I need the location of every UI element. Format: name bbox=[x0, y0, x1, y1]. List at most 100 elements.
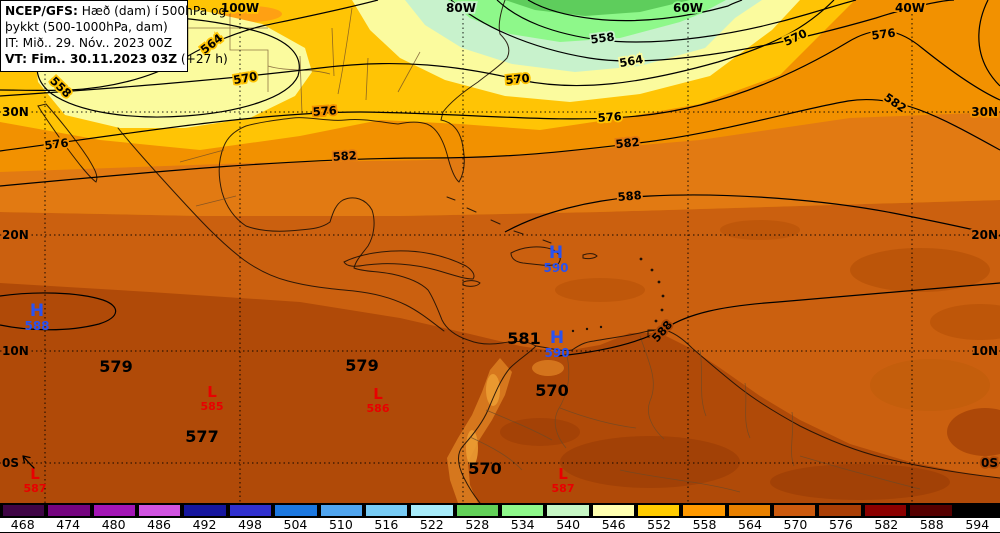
colorbar-value: 570 bbox=[783, 517, 808, 532]
contour-label: 582 bbox=[332, 148, 357, 164]
coast-trinidad bbox=[647, 329, 657, 338]
island-dot bbox=[639, 257, 643, 261]
axis-label-latitude: 30N bbox=[971, 105, 998, 119]
contour-label: 570 bbox=[232, 69, 258, 87]
contour-552 bbox=[527, 0, 743, 22]
colorbar-value: 540 bbox=[556, 517, 581, 532]
colorbar-cell bbox=[228, 504, 273, 517]
model-name: NCEP/GFS: bbox=[5, 4, 78, 18]
low-center-marker: L bbox=[30, 465, 40, 483]
coast-cuba bbox=[343, 250, 475, 280]
colorbar-cell bbox=[909, 504, 953, 517]
contour-558-pocket bbox=[36, 15, 300, 118]
colorbar-cell bbox=[500, 504, 545, 517]
colorbar-value: 594 bbox=[965, 517, 990, 532]
island-dot bbox=[660, 308, 664, 312]
coast-north-central-america bbox=[218, 0, 537, 347]
colorbar-cell bbox=[92, 504, 137, 517]
island-dot bbox=[599, 325, 603, 329]
colorbar-value: 486 bbox=[147, 517, 172, 532]
colorbar-value: 480 bbox=[101, 517, 126, 532]
fill-mottle bbox=[930, 304, 1000, 340]
colorbar-cell bbox=[863, 504, 908, 517]
low-center-value: 587 bbox=[552, 482, 575, 495]
fill-light-green-band bbox=[448, 0, 726, 42]
axis-label-latitude: 30N bbox=[2, 105, 29, 119]
axis-label-longitude: 80W bbox=[446, 1, 476, 15]
colorbar-cell bbox=[364, 504, 409, 517]
high-center-marker: H bbox=[549, 243, 563, 263]
colorbar-cell bbox=[637, 504, 681, 517]
wind-arrow bbox=[22, 455, 35, 469]
colorbar-value: 576 bbox=[828, 517, 853, 532]
colorbar-value: 528 bbox=[465, 517, 490, 532]
coast-hispaniola bbox=[510, 246, 561, 266]
colorbar-cell bbox=[818, 504, 862, 517]
map-canvas: 100W 80W 60W 40W 30N 20N 10N 0S 30N 20N 10N 0S 55856… bbox=[0, 0, 1000, 503]
colorbar-value: 546 bbox=[601, 517, 626, 532]
fill-mid-green-band bbox=[505, 0, 690, 16]
title-line-2: þykkt (500-1000hPa, dam) bbox=[5, 19, 168, 34]
island-dot bbox=[585, 327, 589, 331]
map-labels: 100W 80W 60W 40W 30N 20N 10N 0S 30N 20N 10N 0S 55856… bbox=[0, 0, 1000, 495]
colorbar-value: 510 bbox=[328, 517, 353, 532]
colorbar-cell bbox=[591, 504, 636, 517]
colorbar-value: 582 bbox=[874, 517, 899, 532]
border-mexico bbox=[179, 149, 237, 207]
height-value-label: 570 bbox=[535, 381, 568, 400]
contour-588-north bbox=[504, 194, 1000, 237]
colorbar-cell bbox=[546, 504, 590, 517]
contour-label: 564 bbox=[618, 52, 644, 70]
high-center-value: 588 bbox=[24, 319, 49, 333]
geography-coastlines bbox=[37, 0, 1000, 503]
low-center-marker: L bbox=[558, 465, 568, 483]
height-value-label: 577 bbox=[185, 427, 218, 446]
contour-588-west-blob bbox=[0, 292, 117, 331]
contour-label: 558 bbox=[590, 29, 616, 46]
contour-label: 576 bbox=[871, 25, 897, 42]
colorbar-cell bbox=[682, 504, 726, 517]
contour-label: 576 bbox=[597, 109, 622, 125]
fill-mottle bbox=[947, 408, 1000, 456]
fill-mottle bbox=[870, 359, 990, 411]
axis-label-latitude: 10N bbox=[971, 344, 998, 358]
height-value-label: 579 bbox=[99, 357, 132, 376]
island-dot bbox=[657, 280, 661, 284]
contour-label: 582 bbox=[615, 135, 640, 151]
height-value-label: 579 bbox=[345, 356, 378, 375]
contour-label: 588 bbox=[617, 188, 642, 204]
colorbar-value: 564 bbox=[738, 517, 762, 532]
island-dot bbox=[571, 329, 575, 333]
height-contours bbox=[0, 0, 1000, 357]
fill-mottle bbox=[555, 278, 645, 302]
fill-mottle bbox=[770, 464, 950, 500]
colorbar-cell bbox=[455, 504, 499, 517]
contour-label: 570 bbox=[505, 71, 530, 87]
colorbar-cell bbox=[954, 504, 998, 517]
axis-label-longitude: 60W bbox=[673, 1, 703, 15]
colorbar-value: 552 bbox=[647, 517, 671, 532]
latlon-grid bbox=[0, 2, 1000, 503]
fill-mottle bbox=[500, 418, 580, 446]
contour-582 bbox=[0, 98, 1000, 187]
colorbar-value: 474 bbox=[56, 517, 81, 532]
coast-puerto-rico bbox=[582, 253, 598, 260]
contour-564 bbox=[450, 0, 955, 62]
coast-jamaica bbox=[462, 280, 481, 287]
colorbar-value: 516 bbox=[374, 517, 399, 532]
coast-mexico-west bbox=[117, 127, 445, 332]
contour-label: 576 bbox=[312, 103, 337, 119]
coast-pacific-south bbox=[458, 345, 537, 503]
init-time: IT: Mið.. 29. Nóv.. 2023 00Z bbox=[5, 35, 173, 50]
valid-time: VT: Fim.. 30.11.2023 03Z (+27 h) bbox=[5, 51, 228, 66]
axis-label-latitude: 10N bbox=[2, 344, 29, 358]
height-value-label: 581 bbox=[507, 329, 540, 348]
axis-label-latitude: 0S bbox=[981, 456, 998, 470]
axis-label-latitude: 0S bbox=[2, 456, 19, 470]
colorbar-cell bbox=[773, 504, 817, 517]
island-dot bbox=[661, 294, 665, 298]
colorbar-cell bbox=[274, 504, 318, 517]
island-dot bbox=[650, 268, 654, 272]
axis-label-longitude: 40W bbox=[895, 1, 925, 15]
